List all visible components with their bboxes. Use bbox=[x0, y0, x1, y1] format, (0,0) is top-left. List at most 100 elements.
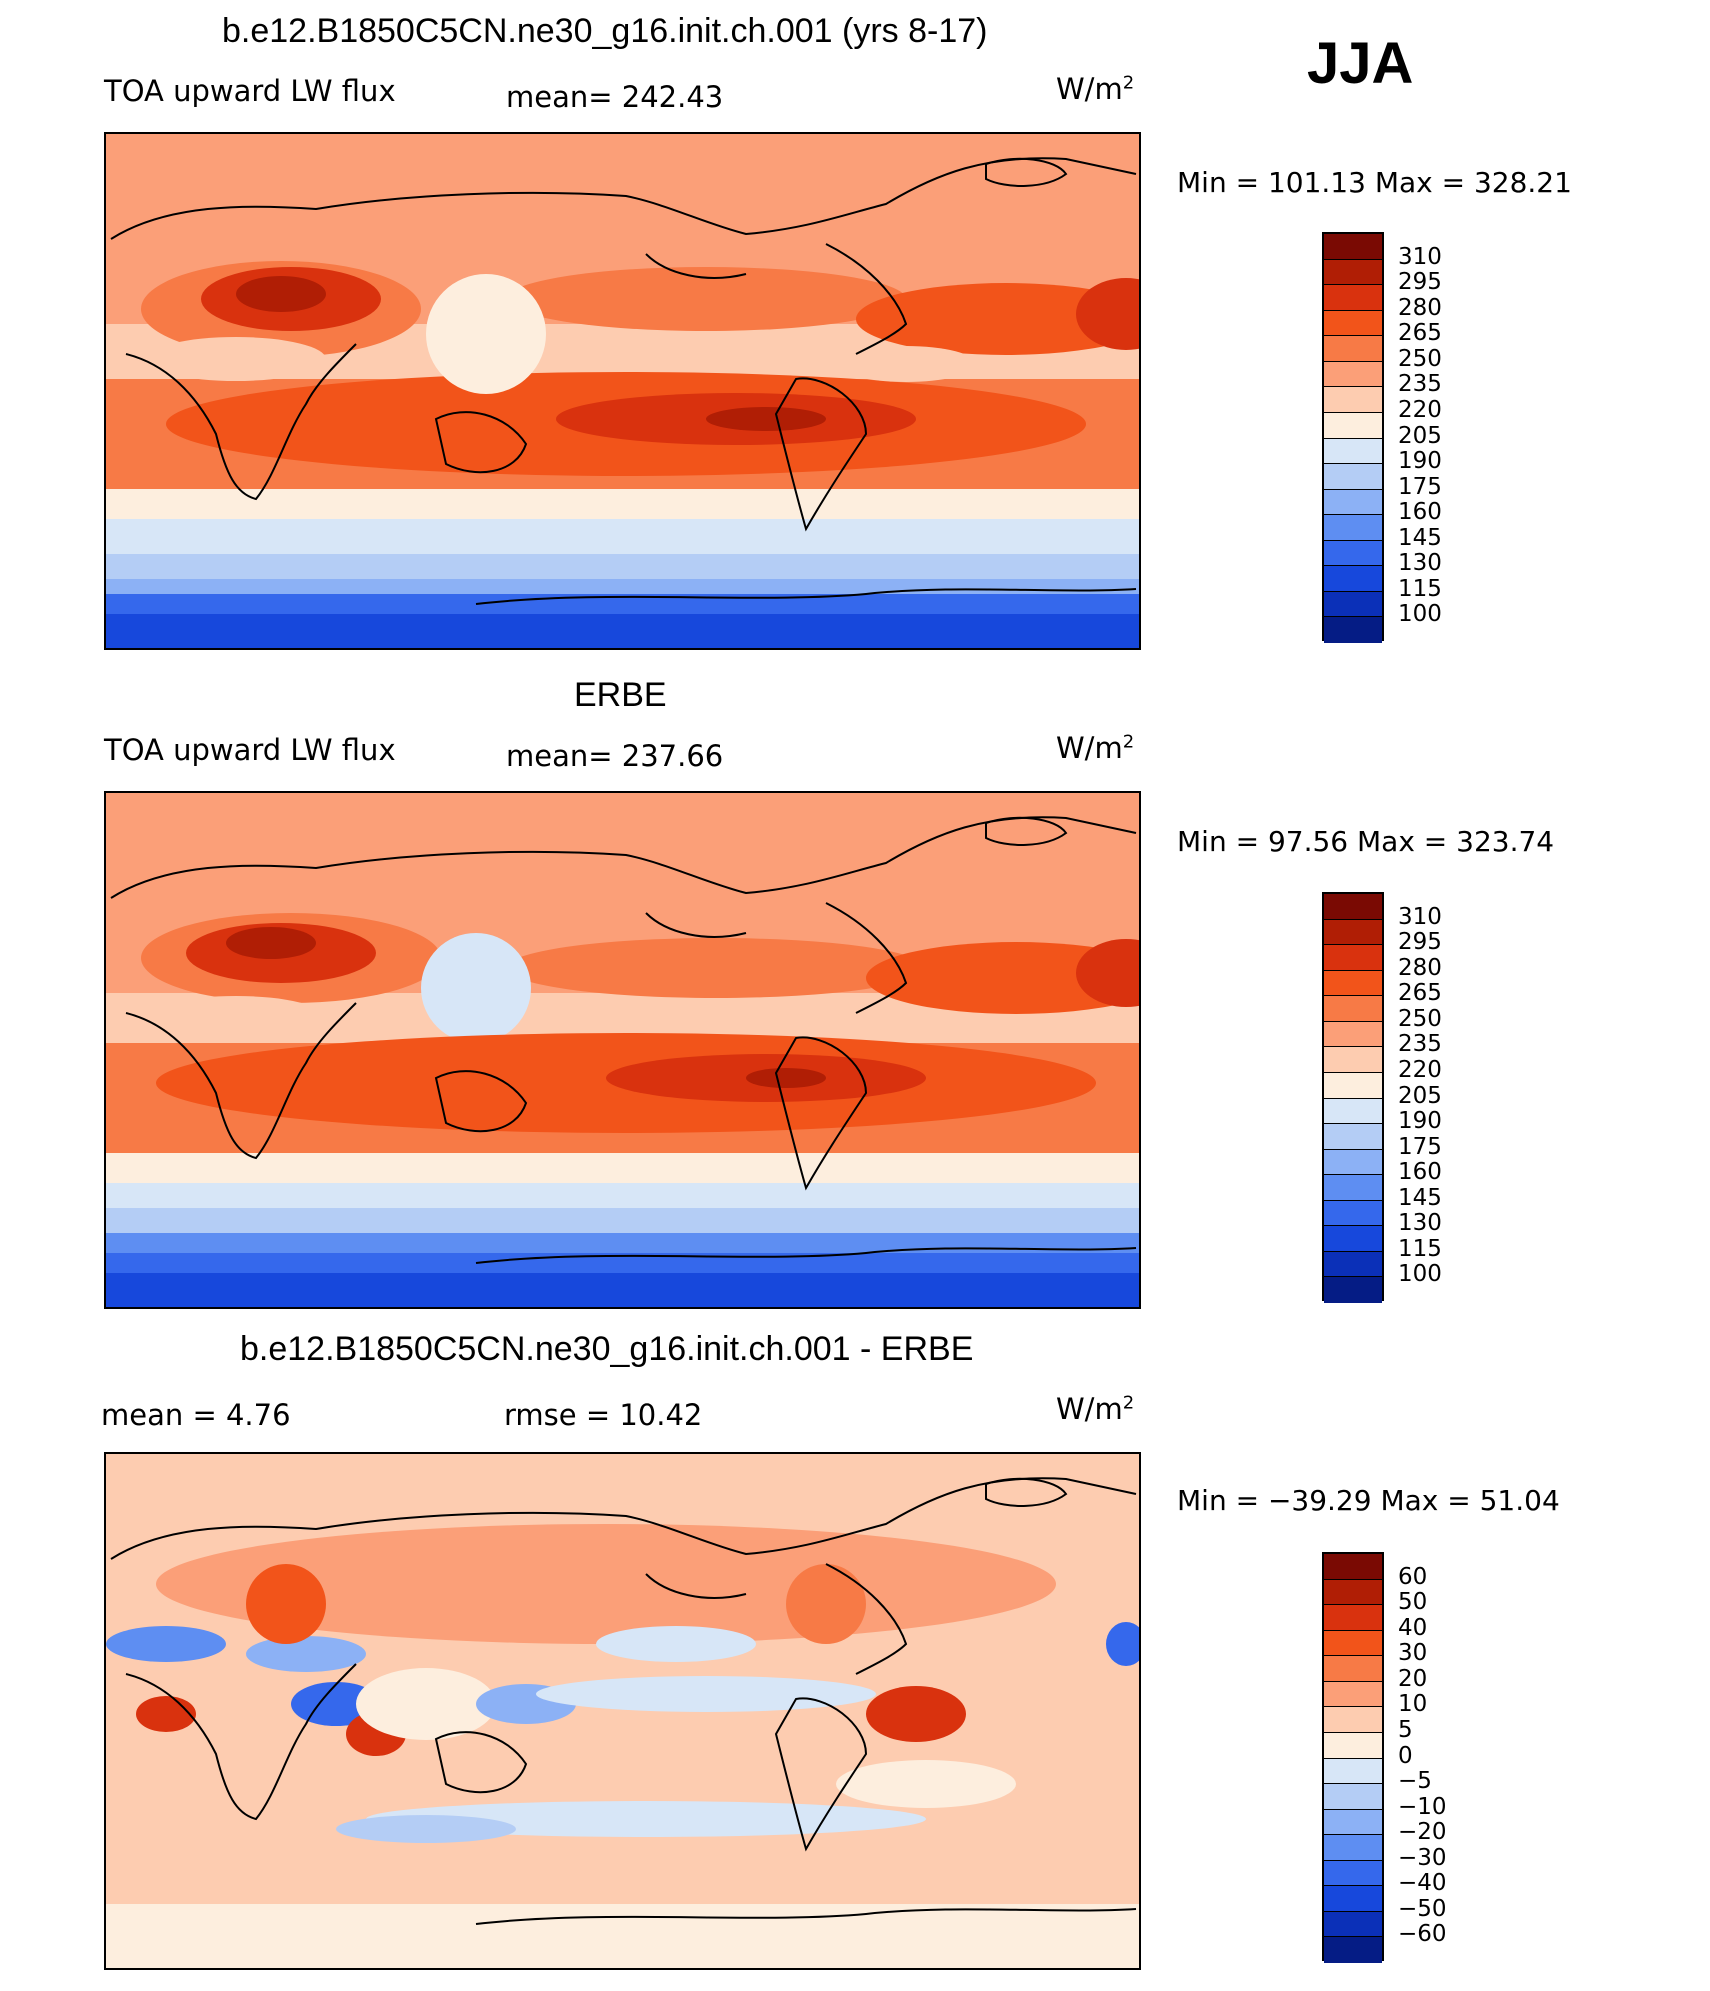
colorbar-tick-label: −20 bbox=[1398, 1819, 1447, 1846]
colorbar-swatch bbox=[1324, 970, 1382, 997]
colorbar-swatch bbox=[1324, 412, 1382, 439]
colorbar-swatch bbox=[1324, 1554, 1382, 1580]
colorbar-tick-label: 295 bbox=[1398, 269, 1442, 296]
colorbar-swatch bbox=[1324, 464, 1382, 490]
colorbar-swatch bbox=[1324, 1605, 1382, 1631]
colorbar-swatch bbox=[1324, 1886, 1382, 1912]
panel3-colorbar bbox=[1322, 1552, 1384, 1963]
colorbar-swatch bbox=[1324, 285, 1382, 311]
panel1-minmax: Min = 101.13 Max = 328.21 bbox=[1177, 166, 1572, 199]
colorbar-swatch bbox=[1324, 1758, 1382, 1785]
colorbar-swatch bbox=[1324, 1579, 1382, 1606]
panel2-coastlines bbox=[110, 816, 1137, 1264]
colorbar-swatch bbox=[1324, 1656, 1382, 1682]
colorbar-swatch bbox=[1324, 1149, 1382, 1176]
colorbar-tick-label: 115 bbox=[1398, 575, 1442, 602]
colorbar-swatch bbox=[1324, 591, 1382, 618]
colorbar-tick-label: 40 bbox=[1398, 1614, 1428, 1641]
panel2-field bbox=[106, 793, 1139, 1307]
colorbar-swatch bbox=[1324, 387, 1382, 413]
colorbar-swatch bbox=[1324, 1707, 1382, 1733]
colorbar-tick-label: −30 bbox=[1398, 1844, 1447, 1871]
colorbar-tick-label: 310 bbox=[1398, 243, 1442, 270]
panel1-variable: TOA upward LW flux bbox=[104, 74, 396, 108]
panel3-minmax: Min = −39.29 Max = 51.04 bbox=[1177, 1484, 1560, 1517]
colorbar-tick-label: 145 bbox=[1398, 524, 1442, 551]
panel2-colorbar bbox=[1322, 892, 1384, 1303]
colorbar-swatch bbox=[1324, 234, 1382, 260]
colorbar-tick-label: 280 bbox=[1398, 294, 1442, 321]
colorbar-tick-label: 5 bbox=[1398, 1716, 1413, 1743]
panel3-rmse: rmse = 10.42 bbox=[504, 1398, 703, 1432]
colorbar-tick-label: 175 bbox=[1398, 473, 1442, 500]
colorbar-swatch bbox=[1324, 1630, 1382, 1657]
colorbar-swatch bbox=[1324, 1860, 1382, 1887]
colorbar-tick-label: 160 bbox=[1398, 1159, 1442, 1186]
panel2-units: W/m2 bbox=[1056, 731, 1135, 765]
colorbar-swatch bbox=[1324, 1732, 1382, 1759]
colorbar-swatch bbox=[1324, 1098, 1382, 1125]
panel1-map bbox=[104, 132, 1141, 650]
colorbar-swatch bbox=[1324, 1200, 1382, 1227]
colorbar-tick-label: 235 bbox=[1398, 371, 1442, 398]
colorbar-swatch bbox=[1324, 515, 1382, 541]
colorbar-tick-label: 100 bbox=[1398, 1261, 1442, 1288]
colorbar-swatch bbox=[1324, 1277, 1382, 1303]
colorbar-tick-label: −60 bbox=[1398, 1921, 1447, 1948]
panel2-minmax: Min = 97.56 Max = 323.74 bbox=[1177, 825, 1555, 858]
colorbar-tick-label: 235 bbox=[1398, 1031, 1442, 1058]
colorbar-swatch bbox=[1324, 1937, 1382, 1963]
colorbar-tick-label: 130 bbox=[1398, 1210, 1442, 1237]
panel2-mean: mean= 237.66 bbox=[506, 739, 724, 773]
panel3-map bbox=[104, 1452, 1141, 1970]
colorbar-swatch bbox=[1324, 438, 1382, 465]
colorbar-swatch bbox=[1324, 1681, 1382, 1708]
colorbar-swatch bbox=[1324, 1835, 1382, 1861]
colorbar-tick-label: −40 bbox=[1398, 1870, 1447, 1897]
colorbar-tick-label: 310 bbox=[1398, 903, 1442, 930]
colorbar-tick-label: 145 bbox=[1398, 1184, 1442, 1211]
panel1-map-svg bbox=[106, 134, 1139, 648]
colorbar-tick-label: 295 bbox=[1398, 929, 1442, 956]
colorbar-tick-label: 205 bbox=[1398, 1082, 1442, 1109]
panel2-title: ERBE bbox=[574, 676, 667, 714]
colorbar-tick-label: 10 bbox=[1398, 1691, 1428, 1718]
colorbar-tick-label: 265 bbox=[1398, 320, 1442, 347]
panel2-map bbox=[104, 791, 1141, 1309]
colorbar-tick-label: 280 bbox=[1398, 954, 1442, 981]
season-label: JJA bbox=[1307, 31, 1414, 96]
colorbar-swatch bbox=[1324, 336, 1382, 362]
colorbar-tick-label: 250 bbox=[1398, 1005, 1442, 1032]
colorbar-tick-label: 50 bbox=[1398, 1589, 1428, 1616]
colorbar-tick-label: −10 bbox=[1398, 1793, 1447, 1820]
colorbar-tick-label: 220 bbox=[1398, 396, 1442, 423]
colorbar-tick-label: −50 bbox=[1398, 1895, 1447, 1922]
colorbar-swatch bbox=[1324, 1124, 1382, 1150]
colorbar-tick-label: 30 bbox=[1398, 1640, 1428, 1667]
colorbar-swatch bbox=[1324, 1021, 1382, 1048]
panel2-variable: TOA upward LW flux bbox=[104, 733, 396, 767]
colorbar-swatch bbox=[1324, 996, 1382, 1022]
colorbar-swatch bbox=[1324, 945, 1382, 971]
panel3-field bbox=[106, 1454, 1139, 1968]
panel3-units: W/m2 bbox=[1056, 1392, 1135, 1426]
colorbar-swatch bbox=[1324, 259, 1382, 286]
colorbar-tick-label: 60 bbox=[1398, 1563, 1428, 1590]
colorbar-tick-label: 100 bbox=[1398, 601, 1442, 628]
colorbar-tick-label: 160 bbox=[1398, 499, 1442, 526]
colorbar-swatch bbox=[1324, 489, 1382, 516]
colorbar-swatch bbox=[1324, 361, 1382, 388]
panel1-colorbar bbox=[1322, 232, 1384, 643]
colorbar-tick-label: 250 bbox=[1398, 345, 1442, 372]
colorbar-swatch bbox=[1324, 1226, 1382, 1252]
colorbar-tick-label: 190 bbox=[1398, 448, 1442, 475]
colorbar-swatch bbox=[1324, 310, 1382, 337]
colorbar-tick-label: 20 bbox=[1398, 1665, 1428, 1692]
colorbar-tick-label: 115 bbox=[1398, 1235, 1442, 1262]
colorbar-tick-label: 0 bbox=[1398, 1742, 1413, 1769]
panel1-title: b.e12.B1850C5CN.ne30_g16.init.ch.001 (yr… bbox=[222, 12, 988, 50]
colorbar-swatch bbox=[1324, 894, 1382, 920]
colorbar-tick-label: 220 bbox=[1398, 1056, 1442, 1083]
colorbar-tick-label: −5 bbox=[1398, 1768, 1432, 1795]
colorbar-swatch bbox=[1324, 566, 1382, 592]
